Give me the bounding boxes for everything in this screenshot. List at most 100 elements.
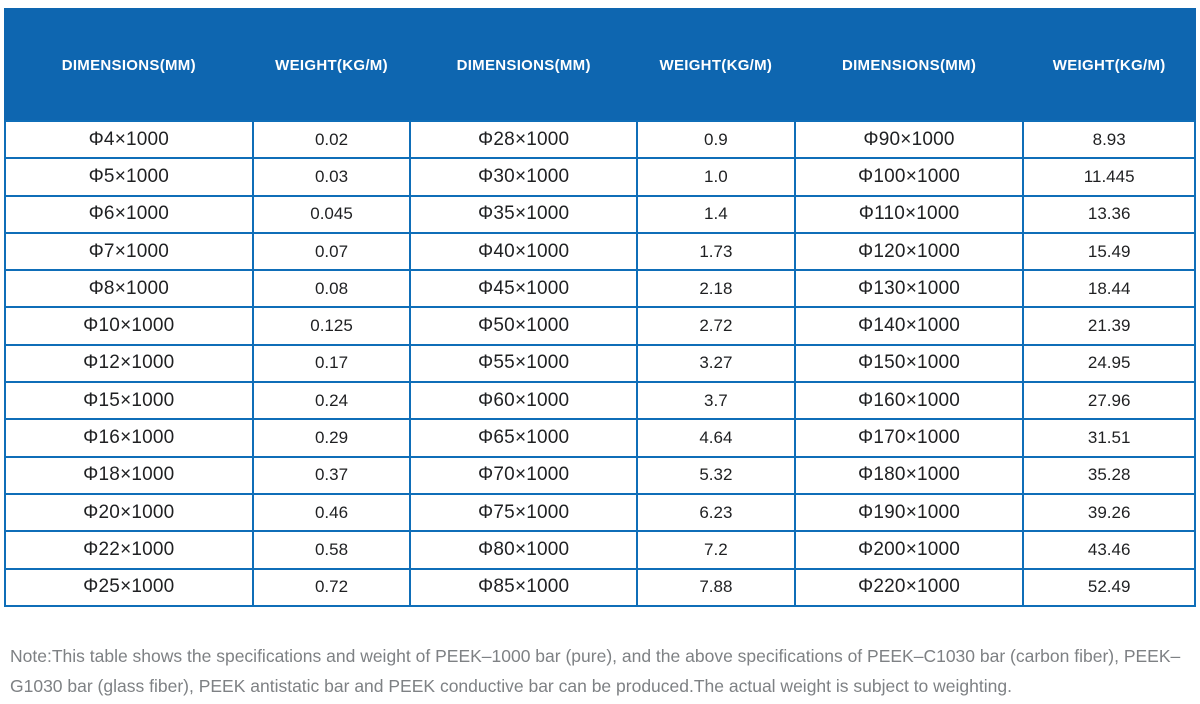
dimension-cell: Φ100×1000 xyxy=(793,157,1025,197)
dimension-cell: Φ40×1000 xyxy=(409,231,638,272)
weight-cell: 8.93 xyxy=(1022,119,1196,160)
weight-cell: 0.58 xyxy=(251,530,412,570)
weight-cell: 7.88 xyxy=(635,567,796,607)
table-row: Φ5×1000 0.03 Φ30×1000 1.0 Φ100×1000 11.4… xyxy=(4,157,1196,197)
header-cell-weight-1: WEIGHT(KG/M) xyxy=(251,8,412,122)
dimension-cell: Φ28×1000 xyxy=(409,119,638,160)
header-cell-dimensions-1: DIMENSIONS(MM) xyxy=(4,8,254,122)
table-row: Φ20×1000 0.46 Φ75×1000 6.23 Φ190×1000 39… xyxy=(4,492,1196,533)
header-cell-dimensions-3: DIMENSIONS(MM) xyxy=(793,8,1025,122)
dimension-cell: Φ120×1000 xyxy=(793,231,1025,272)
weight-cell: 0.46 xyxy=(251,492,412,533)
dimension-cell: Φ90×1000 xyxy=(793,119,1025,160)
dimension-cell: Φ85×1000 xyxy=(409,567,638,607)
dimension-cell: Φ110×1000 xyxy=(793,194,1025,234)
weight-cell: 0.72 xyxy=(251,567,412,607)
weight-cell: 3.7 xyxy=(635,381,796,421)
weight-cell: 6.23 xyxy=(635,492,796,533)
table-row: Φ16×1000 0.29 Φ65×1000 4.64 Φ170×1000 31… xyxy=(4,418,1196,458)
dimension-cell: Φ15×1000 xyxy=(4,381,254,421)
dimension-cell: Φ7×1000 xyxy=(4,231,254,272)
weight-cell: 5.32 xyxy=(635,455,796,495)
dimension-cell: Φ200×1000 xyxy=(793,530,1025,570)
table-row: Φ18×1000 0.37 Φ70×1000 5.32 Φ180×1000 35… xyxy=(4,455,1196,495)
header-cell-weight-3: WEIGHT(KG/M) xyxy=(1022,8,1196,122)
weight-cell: 39.26 xyxy=(1022,492,1196,533)
table-note: Note:This table shows the specifications… xyxy=(10,646,1181,696)
header-cell-weight-2: WEIGHT(KG/M) xyxy=(635,8,796,122)
dimension-cell: Φ10×1000 xyxy=(4,306,254,346)
table-row: Φ22×1000 0.58 Φ80×1000 7.2 Φ200×1000 43.… xyxy=(4,530,1196,570)
weight-cell: 2.72 xyxy=(635,306,796,346)
dimension-cell: Φ150×1000 xyxy=(793,343,1025,384)
weight-cell: 0.17 xyxy=(251,343,412,384)
weight-cell: 0.29 xyxy=(251,418,412,458)
weight-cell: 27.96 xyxy=(1022,381,1196,421)
weight-cell: 0.9 xyxy=(635,119,796,160)
weight-cell: 31.51 xyxy=(1022,418,1196,458)
dimension-cell: Φ5×1000 xyxy=(4,157,254,197)
weight-cell: 4.64 xyxy=(635,418,796,458)
dimension-cell: Φ75×1000 xyxy=(409,492,638,533)
weight-cell: 1.0 xyxy=(635,157,796,197)
dimension-cell: Φ22×1000 xyxy=(4,530,254,570)
weight-cell: 0.24 xyxy=(251,381,412,421)
dimension-cell: Φ45×1000 xyxy=(409,269,638,309)
weight-cell: 11.445 xyxy=(1022,157,1196,197)
dimension-cell: Φ60×1000 xyxy=(409,381,638,421)
weight-cell: 0.37 xyxy=(251,455,412,495)
dimension-cell: Φ8×1000 xyxy=(4,269,254,309)
weight-cell: 0.045 xyxy=(251,194,412,234)
weight-cell: 24.95 xyxy=(1022,343,1196,384)
weight-cell: 0.02 xyxy=(251,119,412,160)
dimension-cell: Φ4×1000 xyxy=(4,119,254,160)
weight-cell: 35.28 xyxy=(1022,455,1196,495)
dimension-cell: Φ20×1000 xyxy=(4,492,254,533)
table-row: Φ25×1000 0.72 Φ85×1000 7.88 Φ220×1000 52… xyxy=(4,567,1196,607)
weight-cell: 43.46 xyxy=(1022,530,1196,570)
weight-cell: 7.2 xyxy=(635,530,796,570)
table-row: Φ6×1000 0.045 Φ35×1000 1.4 Φ110×1000 13.… xyxy=(4,194,1196,234)
weight-cell: 15.49 xyxy=(1022,231,1196,272)
table-row: Φ15×1000 0.24 Φ60×1000 3.7 Φ160×1000 27.… xyxy=(4,381,1196,421)
dimension-cell: Φ16×1000 xyxy=(4,418,254,458)
dimension-cell: Φ170×1000 xyxy=(793,418,1025,458)
weight-cell: 13.36 xyxy=(1022,194,1196,234)
weight-cell: 1.73 xyxy=(635,231,796,272)
dimension-cell: Φ130×1000 xyxy=(793,269,1025,309)
weight-cell: 1.4 xyxy=(635,194,796,234)
table-row: Φ7×1000 0.07 Φ40×1000 1.73 Φ120×1000 15.… xyxy=(4,231,1196,272)
header-cell-dimensions-2: DIMENSIONS(MM) xyxy=(409,8,638,122)
dimension-cell: Φ55×1000 xyxy=(409,343,638,384)
weight-cell: 0.08 xyxy=(251,269,412,309)
dimension-cell: Φ25×1000 xyxy=(4,567,254,607)
dimension-cell: Φ70×1000 xyxy=(409,455,638,495)
header-row: DIMENSIONS(MM) WEIGHT(KG/M) DIMENSIONS(M… xyxy=(4,8,1196,122)
dimension-cell: Φ6×1000 xyxy=(4,194,254,234)
table-row: Φ8×1000 0.08 Φ45×1000 2.18 Φ130×1000 18.… xyxy=(4,269,1196,309)
dimension-cell: Φ65×1000 xyxy=(409,418,638,458)
peek-bar-spec-table: DIMENSIONS(MM) WEIGHT(KG/M) DIMENSIONS(M… xyxy=(4,8,1196,607)
dimension-cell: Φ50×1000 xyxy=(409,306,638,346)
weight-cell: 52.49 xyxy=(1022,567,1196,607)
weight-cell: 0.03 xyxy=(251,157,412,197)
dimension-cell: Φ190×1000 xyxy=(793,492,1025,533)
dimension-cell: Φ140×1000 xyxy=(793,306,1025,346)
dimension-cell: Φ18×1000 xyxy=(4,455,254,495)
dimension-cell: Φ220×1000 xyxy=(793,567,1025,607)
dimension-cell: Φ30×1000 xyxy=(409,157,638,197)
weight-cell: 2.18 xyxy=(635,269,796,309)
dimension-cell: Φ160×1000 xyxy=(793,381,1025,421)
dimension-cell: Φ80×1000 xyxy=(409,530,638,570)
weight-cell: 3.27 xyxy=(635,343,796,384)
table-row: Φ12×1000 0.17 Φ55×1000 3.27 Φ150×1000 24… xyxy=(4,343,1196,384)
weight-cell: 21.39 xyxy=(1022,306,1196,346)
dimension-cell: Φ180×1000 xyxy=(793,455,1025,495)
weight-cell: 0.125 xyxy=(251,306,412,346)
table-row: Φ4×1000 0.02 Φ28×1000 0.9 Φ90×1000 8.93 xyxy=(4,119,1196,160)
weight-cell: 0.07 xyxy=(251,231,412,272)
weight-cell: 18.44 xyxy=(1022,269,1196,309)
table-row: Φ10×1000 0.125 Φ50×1000 2.72 Φ140×1000 2… xyxy=(4,306,1196,346)
dimension-cell: Φ35×1000 xyxy=(409,194,638,234)
